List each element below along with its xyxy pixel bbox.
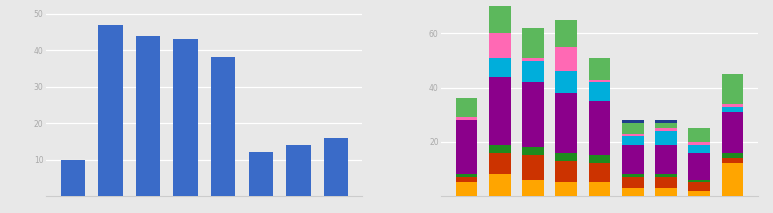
Bar	[523, 155, 544, 180]
Bar	[721, 74, 743, 104]
Bar	[98, 25, 123, 196]
Bar	[456, 182, 478, 196]
Bar	[622, 123, 643, 134]
Bar	[523, 60, 544, 82]
Bar	[589, 79, 611, 82]
Bar	[622, 134, 643, 136]
Bar	[622, 120, 643, 123]
Bar	[523, 28, 544, 58]
Bar	[689, 128, 710, 142]
Bar	[249, 152, 273, 196]
Bar	[721, 158, 743, 163]
Bar	[523, 147, 544, 155]
Bar	[556, 47, 577, 71]
Bar	[489, 174, 511, 196]
Bar	[489, 33, 511, 58]
Bar	[324, 138, 348, 196]
Bar	[622, 177, 643, 188]
Bar	[556, 153, 577, 161]
Bar	[721, 104, 743, 106]
Bar	[656, 174, 676, 177]
Bar	[456, 177, 478, 182]
Bar	[589, 82, 611, 101]
Bar	[556, 71, 577, 93]
Bar	[589, 58, 611, 79]
Bar	[136, 36, 160, 196]
Bar	[656, 131, 676, 144]
Bar	[656, 120, 676, 123]
Bar	[523, 82, 544, 147]
Bar	[286, 145, 311, 196]
Bar	[489, 77, 511, 144]
Bar	[656, 123, 676, 128]
Bar	[211, 58, 236, 196]
Bar	[689, 182, 710, 191]
Bar	[456, 120, 478, 174]
Bar	[523, 58, 544, 60]
Bar	[656, 144, 676, 174]
Bar	[721, 112, 743, 153]
Bar	[456, 174, 478, 177]
Bar	[456, 117, 478, 120]
Bar	[173, 39, 198, 196]
Bar	[622, 136, 643, 144]
Bar	[556, 161, 577, 182]
Bar	[589, 182, 611, 196]
Bar	[456, 98, 478, 117]
Bar	[523, 180, 544, 196]
Bar	[489, 58, 511, 77]
Bar	[489, 153, 511, 174]
Bar	[656, 128, 676, 131]
Bar	[689, 191, 710, 196]
Bar	[489, 1, 511, 33]
Bar	[556, 182, 577, 196]
Bar	[556, 20, 577, 47]
Bar	[622, 174, 643, 177]
Bar	[622, 144, 643, 174]
Bar	[589, 155, 611, 163]
Bar	[622, 188, 643, 196]
Bar	[689, 180, 710, 182]
Bar	[689, 153, 710, 180]
Bar	[689, 144, 710, 153]
Bar	[721, 106, 743, 112]
Bar	[721, 153, 743, 158]
Bar	[656, 188, 676, 196]
Bar	[721, 163, 743, 196]
Bar	[489, 144, 511, 153]
Bar	[556, 93, 577, 153]
Bar	[589, 163, 611, 182]
Bar	[656, 177, 676, 188]
Bar	[689, 142, 710, 144]
Bar	[61, 160, 85, 196]
Bar	[589, 101, 611, 155]
